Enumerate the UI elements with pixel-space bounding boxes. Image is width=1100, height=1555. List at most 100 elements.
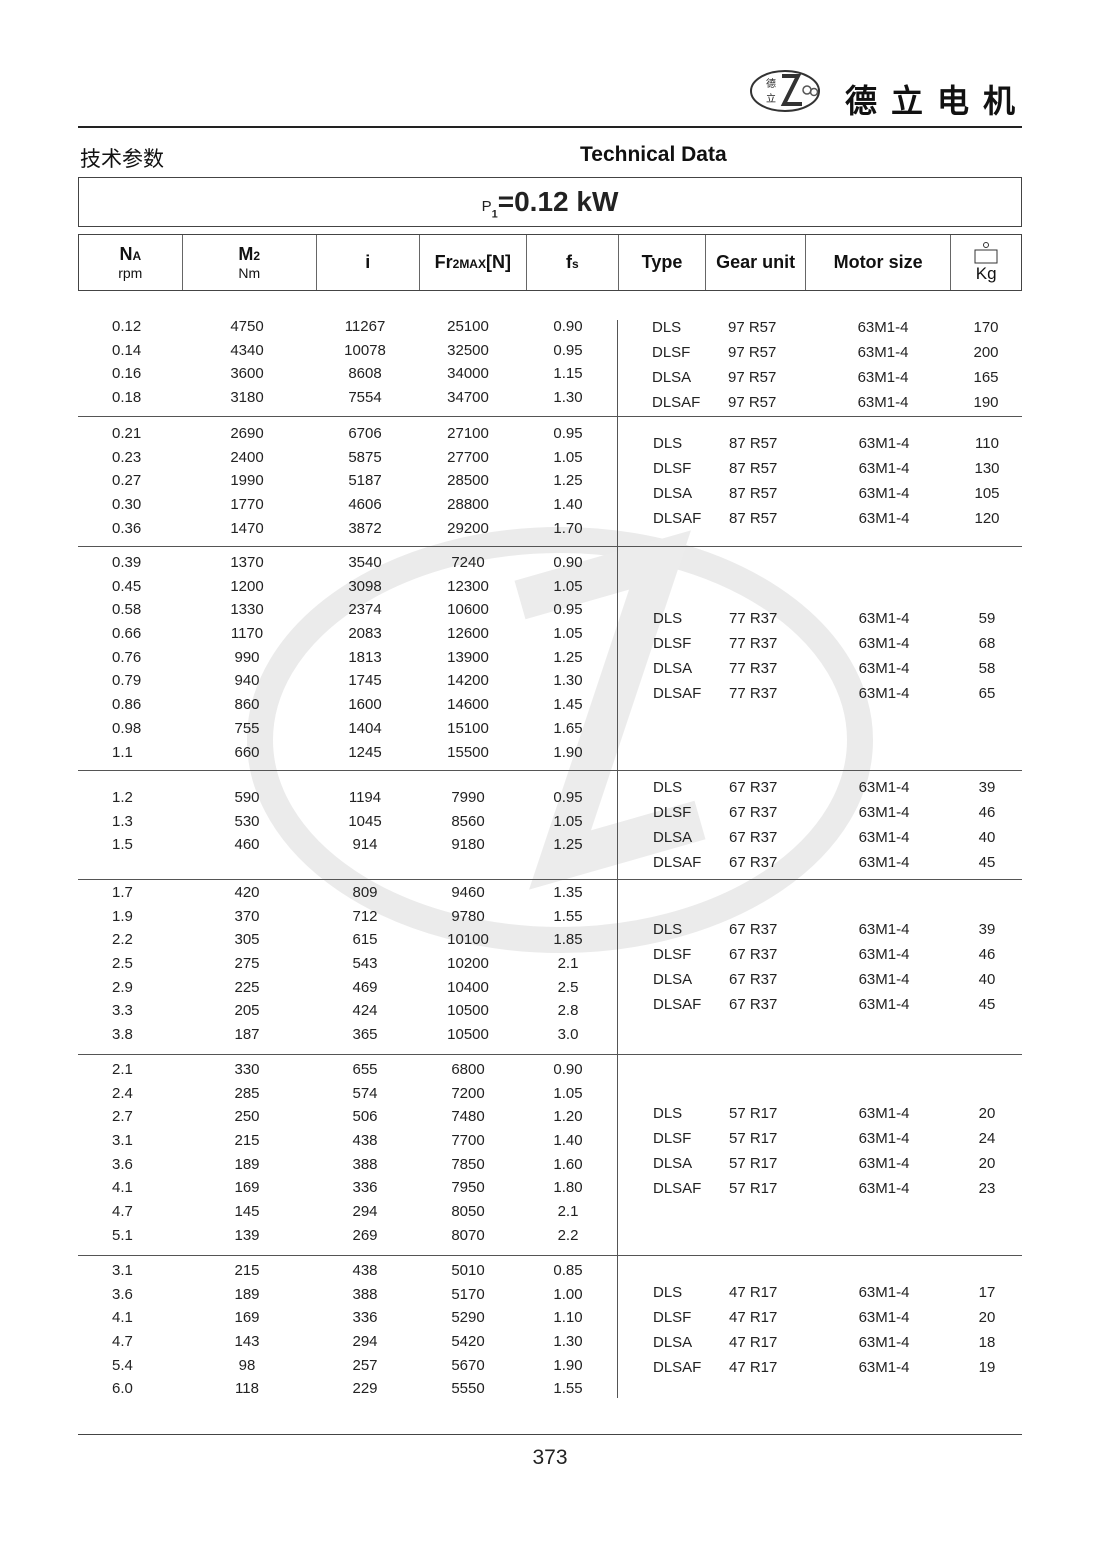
cell-motor-size: 63M1-4 (858, 995, 910, 1013)
cell-radial-force: 12600 (447, 625, 489, 643)
cell-type: DLSF (653, 634, 692, 652)
cell-speed: 3.8 (112, 1026, 133, 1044)
cell-gear-unit: 67 R37 (729, 778, 778, 796)
cell-speed: 0.27 (112, 472, 142, 490)
cell-ratio: 3540 (348, 554, 382, 571)
power-rating-box: P1=0.12 kW (78, 177, 1022, 227)
cell-service-factor: 1.25 (553, 472, 583, 490)
cell-gear-unit: 67 R37 (729, 920, 778, 938)
table-group: 1.7 420 809 9460 1.35 1.9 370 712 9780 1.55 2.2 305… (78, 879, 1022, 1055)
cell-speed: 3.6 (112, 1285, 133, 1303)
cell-radial-force: 9180 (451, 836, 485, 854)
cell-motor-size: 63M1-4 (857, 318, 909, 336)
cell-type: DLSF (653, 459, 692, 477)
cell-speed: 1.2 (112, 789, 133, 806)
variant-row: DLSA 57 R17 63M1-4 20 (618, 1151, 1022, 1176)
cell-speed: 2.1 (112, 1061, 133, 1078)
cell-motor-size: 63M1-4 (858, 1154, 910, 1172)
table-row: 4.1 169 336 7950 1.80 (78, 1176, 617, 1200)
table-row: 0.86 860 1600 14600 1.45 (78, 693, 617, 717)
variant-row: DLSA 67 R37 63M1-4 40 (618, 967, 1022, 992)
col-fr-sub: 2MAX (452, 257, 486, 271)
cell-ratio: 5187 (348, 472, 382, 490)
cell-gear-unit: 77 R37 (729, 684, 778, 702)
cell-radial-force: 32500 (447, 341, 489, 359)
table-row: 2.5 275 543 10200 2.1 (78, 952, 617, 976)
cell-gear-unit: 97 R57 (728, 368, 777, 386)
cell-radial-force: 7700 (451, 1132, 485, 1150)
cell-ratio: 1194 (348, 789, 382, 806)
cell-gear-unit: 67 R37 (729, 803, 778, 821)
cell-motor-size: 63M1-4 (858, 609, 910, 627)
cell-motor-size: 63M1-4 (858, 828, 910, 846)
cell-service-factor: 1.15 (553, 365, 583, 383)
cell-ratio: 8608 (348, 365, 382, 383)
cell-motor-size: 63M1-4 (858, 459, 910, 477)
cell-ratio: 1045 (348, 812, 382, 830)
cell-service-factor: 1.30 (553, 672, 583, 690)
cell-radial-force: 34700 (447, 389, 489, 407)
cell-speed: 1.5 (112, 836, 133, 854)
cell-torque: 990 (234, 648, 260, 666)
cell-torque: 2690 (230, 425, 264, 442)
cell-gear-unit: 87 R57 (729, 484, 778, 502)
cell-motor-size: 63M1-4 (858, 1129, 910, 1147)
table-row: 4.7 143 294 5420 1.30 (78, 1330, 617, 1354)
cell-radial-force: 9460 (451, 884, 485, 901)
table-row: 3.1 215 438 7700 1.40 (78, 1129, 617, 1153)
cell-motor-size: 63M1-4 (858, 659, 910, 677)
cell-gear-unit: 57 R17 (729, 1129, 778, 1147)
cell-service-factor: 1.40 (553, 1132, 583, 1150)
variant-row: DLSA 77 R37 63M1-4 58 (618, 656, 1022, 681)
cell-radial-force: 9780 (451, 907, 485, 925)
cell-torque: 755 (234, 719, 260, 737)
title-chinese: 技术参数 (80, 148, 164, 171)
cell-speed: 0.76 (112, 648, 142, 666)
cell-ratio: 438 (352, 1262, 378, 1279)
cell-gear-unit: 87 R57 (729, 509, 778, 527)
cell-type: DLSF (653, 1308, 692, 1326)
cell-weight: 24 (978, 1129, 996, 1147)
cell-radial-force: 27100 (447, 425, 489, 442)
cell-weight: 20 (978, 1104, 996, 1122)
table-row: 0.21 2690 6706 27100 0.95 (78, 422, 617, 446)
cell-type: DLSF (653, 803, 692, 821)
cell-torque: 118 (235, 1380, 259, 1398)
cell-service-factor: 1.55 (553, 907, 583, 925)
cell-weight: 65 (978, 684, 996, 702)
cell-type: DLSF (652, 343, 691, 361)
variant-row: DLS 87 R57 63M1-4 110 (618, 431, 1022, 456)
cell-torque: 139 (234, 1226, 260, 1244)
cell-torque: 250 (234, 1108, 260, 1126)
cell-type: DLS (653, 434, 683, 452)
table-header: NA rpm M2 Nm i Fr2MAX[N] fs Type Gear unit… (78, 234, 1022, 291)
cell-ratio: 543 (352, 955, 378, 973)
variant-row: DLSA 47 R17 63M1-4 18 (618, 1330, 1022, 1355)
variant-row: DLSAF 67 R37 63M1-4 45 (618, 850, 1022, 875)
table-row: 2.9 225 469 10400 2.5 (78, 976, 617, 1000)
cell-radial-force: 14200 (447, 672, 489, 690)
power-value: =0.12 kW (497, 186, 619, 217)
cell-service-factor: 1.05 (553, 812, 583, 830)
col-na: NA rpm (79, 235, 183, 290)
cell-service-factor: 2.1 (557, 955, 579, 973)
cell-service-factor: 1.10 (553, 1309, 583, 1327)
table-row: 0.30 1770 4606 28800 1.40 (78, 493, 617, 517)
col-m2-main: M (238, 244, 254, 264)
cell-weight: 130 (974, 459, 1000, 477)
cell-motor-size: 63M1-4 (858, 1179, 910, 1197)
cell-type: DLSA (653, 828, 693, 846)
cell-service-factor: 1.30 (553, 389, 583, 407)
col-fs-main: f (566, 252, 573, 272)
cell-type: DLSAF (653, 1358, 702, 1376)
cell-motor-size: 63M1-4 (858, 1333, 910, 1351)
cell-radial-force: 5170 (451, 1285, 485, 1303)
cell-gear-unit: 67 R37 (729, 995, 778, 1013)
footer-rule (78, 1434, 1022, 1435)
cell-service-factor: 1.60 (553, 1155, 583, 1173)
cell-weight: 110 (975, 434, 999, 452)
cell-speed: 4.1 (112, 1309, 133, 1327)
cell-ratio: 269 (352, 1226, 378, 1244)
variant-row: DLSF 57 R17 63M1-4 24 (618, 1126, 1022, 1151)
cell-ratio: 10078 (344, 341, 386, 359)
